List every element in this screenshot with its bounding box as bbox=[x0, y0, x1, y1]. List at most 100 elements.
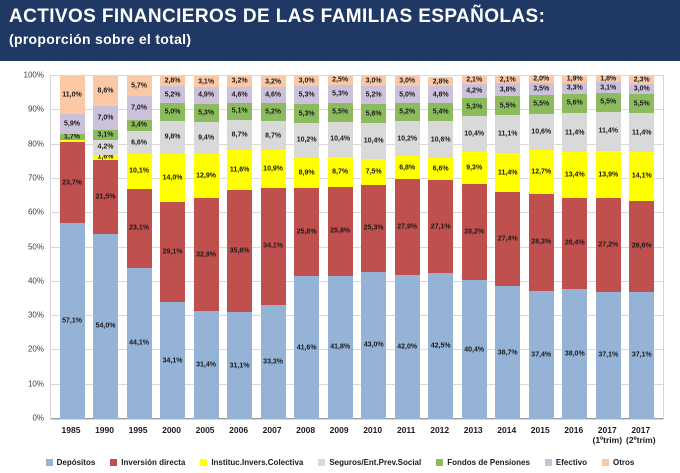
bar-segment: 4,9% bbox=[193, 87, 219, 104]
bar: 54,0% 21,5% 1,6% 4,2% 3,1% 7,0% 8,6% bbox=[93, 76, 119, 419]
bar-segment: 5,9% bbox=[59, 113, 85, 134]
bar-segment: 12,9% bbox=[193, 154, 219, 199]
segment-label: 5,5% bbox=[633, 100, 650, 108]
segment-label: 4,6% bbox=[231, 91, 248, 99]
x-axis-label: 2015 bbox=[530, 425, 550, 435]
segment-label: 27,1% bbox=[430, 223, 451, 231]
gridline bbox=[51, 349, 663, 351]
legend-item: Instituc.Invers.Colectiva bbox=[200, 458, 303, 467]
segment-label: 6,6% bbox=[432, 165, 449, 173]
segment-label: 54,0% bbox=[95, 322, 116, 330]
segment-label: 11,4% bbox=[632, 129, 652, 137]
segment-label: 4,8% bbox=[432, 91, 449, 99]
x-slot: 2009 bbox=[327, 423, 352, 453]
bar: 37,1% 26,6% 14,1% 11,4% 5,5% 3,0% 2,3% bbox=[629, 76, 655, 419]
bar-segment: 2,8% bbox=[160, 76, 186, 86]
bar-segment: 57,1% bbox=[59, 223, 85, 419]
bar: 38,7% 27,4% 11,4% 11,1% 5,5% 3,8% 2,1% bbox=[495, 76, 521, 419]
segment-label: 57,1% bbox=[62, 317, 82, 325]
legend-item: Inversión directa bbox=[110, 458, 185, 467]
segment-label: 12,7% bbox=[531, 168, 552, 176]
bar-segment: 5,5% bbox=[528, 94, 554, 114]
x-axis: 1985 1990 1995 2000 2005 2006 2007 2008 2009 2010… bbox=[50, 423, 662, 453]
bar-segment: 3,8% bbox=[495, 83, 521, 97]
x-axis-label: 2008 bbox=[296, 425, 316, 435]
y-axis-label: 60% bbox=[27, 207, 44, 217]
bar-segment: 5,0% bbox=[394, 86, 420, 104]
segment-label: 4,6% bbox=[265, 91, 282, 99]
segment-label: 2,1% bbox=[466, 76, 483, 84]
bar: 31,4% 32,9% 12,9% 9,4% 5,3% 4,9% 3,1% bbox=[193, 76, 219, 419]
segment-label: 2,1% bbox=[499, 76, 516, 84]
bar-segment: 7,0% bbox=[126, 95, 152, 120]
segment-label: 11,1% bbox=[497, 130, 518, 138]
segment-label: 3,4% bbox=[131, 121, 148, 129]
bar-segment: 40,4% bbox=[461, 280, 487, 419]
gridline bbox=[51, 383, 663, 385]
bar-segment: 5,3% bbox=[461, 97, 487, 117]
segment-label: 2,5% bbox=[332, 76, 349, 84]
segment-label: 42,0% bbox=[397, 343, 418, 351]
bar-segment: 8,7% bbox=[227, 120, 253, 150]
legend-swatch bbox=[602, 458, 610, 466]
bar-segment: 10,6% bbox=[528, 113, 554, 151]
bar-segment: 11,6% bbox=[227, 149, 253, 190]
segment-label: 3,1% bbox=[600, 84, 617, 92]
segment-label: 27,2% bbox=[598, 241, 619, 249]
x-slot: 2008 bbox=[293, 423, 318, 453]
bar-segment: 8,7% bbox=[260, 120, 286, 151]
bar-segment: 2,8% bbox=[428, 76, 454, 87]
bar-segment: 14,1% bbox=[629, 152, 655, 201]
x-axis-label: 2016 bbox=[564, 425, 584, 435]
legend-item: Otros bbox=[602, 458, 634, 467]
legend-swatch bbox=[110, 458, 118, 466]
segment-label: 27,9% bbox=[397, 223, 418, 231]
segment-label: 37,4% bbox=[531, 351, 552, 359]
bar-segment: 38,0% bbox=[562, 288, 588, 419]
legend-label: Otros bbox=[613, 457, 635, 467]
gridline bbox=[51, 212, 663, 214]
bar: 57,1% 23,7% 1,7% 5,9% 11,0% bbox=[59, 76, 85, 419]
segment-label: 10,4% bbox=[330, 135, 351, 143]
x-slot: 2017 (2ºtrim) bbox=[626, 423, 656, 453]
segment-label: 3,3% bbox=[566, 84, 583, 92]
segment-label: 25,8% bbox=[330, 227, 351, 235]
bar-segment: 3,1% bbox=[93, 129, 119, 141]
bar-segment: 10,2% bbox=[394, 121, 420, 157]
bar-segment: 13,4% bbox=[562, 152, 588, 199]
x-axis-label: 2017 (1ºtrim) bbox=[592, 425, 623, 446]
segment-label: 8,7% bbox=[231, 131, 248, 139]
segment-label: 25,8% bbox=[296, 228, 317, 236]
x-axis-label: 2009 bbox=[329, 425, 349, 435]
bar-segment: 1,6% bbox=[93, 154, 119, 161]
legend-label: Instituc.Invers.Colectiva bbox=[211, 457, 304, 467]
segment-label: 10,4% bbox=[363, 137, 384, 145]
segment-label: 12,9% bbox=[196, 172, 217, 180]
segment-label: 37,1% bbox=[598, 351, 619, 359]
legend-label: Efectivo bbox=[555, 457, 588, 467]
bar-segment: 34,1% bbox=[160, 302, 186, 419]
segment-label: 5,7% bbox=[131, 82, 148, 90]
bar-segment: 38,7% bbox=[495, 286, 521, 419]
bar-segment: 27,4% bbox=[495, 192, 521, 287]
segment-label: 35,8% bbox=[229, 247, 250, 255]
legend-label: Seguros/Ent.Prev.Social bbox=[329, 457, 422, 467]
x-axis-label: 2000 bbox=[162, 425, 182, 435]
legend-label: Depósitos bbox=[56, 457, 96, 467]
segment-label: 44,1% bbox=[129, 339, 149, 347]
x-axis-label: 2011 bbox=[396, 425, 416, 435]
x-axis-label: 2014 bbox=[497, 425, 517, 435]
x-slot: 2012 bbox=[427, 423, 452, 453]
legend: Depósitos Inversión directa Instituc.Inver… bbox=[0, 454, 680, 470]
x-slot: 2013 bbox=[461, 423, 486, 453]
segment-label: 5,5% bbox=[533, 100, 550, 108]
gridline bbox=[51, 246, 663, 248]
x-slot: 2015 bbox=[528, 423, 553, 453]
segment-label: 8,9% bbox=[298, 169, 315, 177]
x-axis-label: 2012 bbox=[430, 425, 450, 435]
x-slot: 1995 bbox=[126, 423, 151, 453]
y-axis-label: 20% bbox=[27, 344, 44, 354]
bar-segment: 23,7% bbox=[59, 141, 85, 224]
legend-item: Depósitos bbox=[45, 457, 96, 467]
bar-segment: 11,4% bbox=[495, 153, 521, 193]
